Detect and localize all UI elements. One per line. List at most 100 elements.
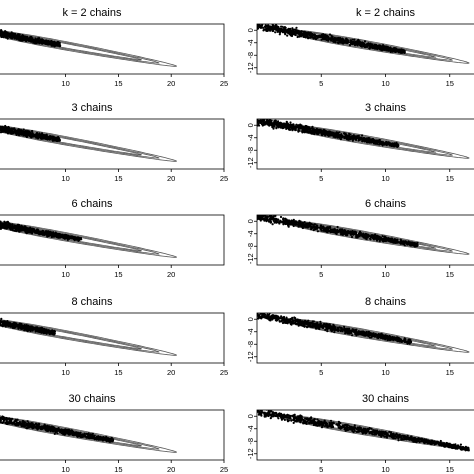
sample-point: [321, 35, 324, 39]
sample-point: [356, 44, 359, 47]
x-tick-label: 15: [114, 174, 122, 183]
sample-point: [245, 24, 247, 26]
sample-point: [245, 23, 247, 25]
sample-point: [0, 225, 2, 228]
sample-point: [354, 135, 357, 138]
sample-point: [251, 22, 253, 24]
sample-point: [275, 121, 278, 124]
sample-point: [2, 32, 5, 35]
sample-point: [246, 23, 248, 25]
x-tick-label: 20: [167, 270, 175, 279]
sample-point: [286, 34, 289, 37]
sample-point: [334, 37, 337, 40]
sample-point: [391, 49, 394, 52]
sample-point: [246, 18, 248, 20]
sample-point: [247, 23, 249, 25]
sample-point: [250, 118, 252, 120]
sample-point: [381, 235, 384, 238]
sample-point: [334, 133, 337, 136]
contour-line: [0, 30, 160, 64]
sample-point: [38, 133, 41, 137]
sample-point: [367, 140, 370, 144]
sample-point: [320, 134, 324, 137]
sample-point: [307, 37, 310, 40]
y-tick-label: -8: [246, 147, 255, 154]
sample-point: [316, 36, 319, 39]
sample-point: [249, 24, 251, 26]
sample-point: [254, 120, 256, 122]
sample-point: [385, 142, 388, 145]
sample-point: [286, 122, 289, 125]
sample-point: [309, 36, 312, 39]
sample-point: [20, 37, 23, 40]
x-tick-label: 25: [220, 79, 228, 88]
sample-point: [246, 118, 248, 120]
sample-point: [38, 42, 41, 45]
sample-point: [25, 228, 28, 231]
sample-point: [249, 119, 251, 121]
panel-5: 6 chains 10 15 20: [0, 198, 225, 279]
sample-point: [248, 212, 250, 214]
plot-frame: [0, 23, 225, 75]
sample-point: [246, 21, 248, 23]
sample-point: [336, 41, 339, 44]
sample-point: [271, 24, 274, 27]
sample-point: [313, 130, 317, 134]
sample-point: [343, 132, 346, 135]
sample-point: [250, 24, 252, 26]
sample-point: [246, 118, 248, 120]
sample-point: [298, 31, 301, 34]
sample-point: [293, 28, 296, 31]
sample-point: [255, 21, 257, 23]
sample-point: [271, 125, 274, 129]
sample-point: [249, 22, 251, 24]
sample-point: [4, 32, 7, 35]
sample-point: [257, 27, 260, 30]
sample-point: [248, 21, 250, 23]
sample-point: [254, 120, 256, 122]
sample-point: [249, 215, 251, 217]
sample-point: [360, 43, 363, 46]
sample-point: [72, 237, 75, 240]
sample-point: [245, 22, 247, 24]
sample-point: [253, 25, 255, 27]
contour-line: [282, 29, 470, 64]
sample-point: [316, 129, 319, 132]
sample-point: [383, 48, 386, 52]
sample-point: [289, 32, 292, 35]
sample-point: [249, 119, 251, 121]
sample-point: [69, 236, 72, 240]
sample-point: [0, 29, 3, 32]
x-tick-label: 5: [319, 174, 323, 183]
sample-point: [311, 32, 314, 36]
sample-point: [245, 118, 247, 120]
sample-point: [29, 229, 32, 232]
sample-point: [258, 24, 261, 27]
sample-point: [257, 122, 260, 125]
sample-point: [8, 222, 11, 225]
sample-point: [361, 134, 364, 137]
sample-point: [245, 217, 247, 219]
sample-point: [293, 125, 297, 128]
sample-point: [357, 138, 360, 141]
sample-point: [389, 143, 392, 146]
sample-point: [276, 28, 279, 31]
sample-point: [287, 27, 290, 30]
sample-point: [303, 35, 306, 38]
sample-point: [66, 238, 69, 241]
sample-point: [251, 116, 253, 118]
sample-point: [6, 31, 9, 35]
sample-point: [318, 36, 321, 39]
sample-point: [382, 46, 385, 49]
sample-point: [313, 128, 316, 131]
sample-point: [247, 23, 249, 25]
sample-point: [13, 35, 16, 39]
contour-line: [0, 30, 178, 67]
sample-point: [253, 21, 255, 23]
sample-point: [14, 34, 18, 37]
sample-point: [349, 133, 352, 136]
sample-point: [253, 215, 255, 217]
sample-point: [6, 126, 9, 129]
sample-point: [324, 134, 327, 137]
sample-point: [280, 30, 283, 33]
